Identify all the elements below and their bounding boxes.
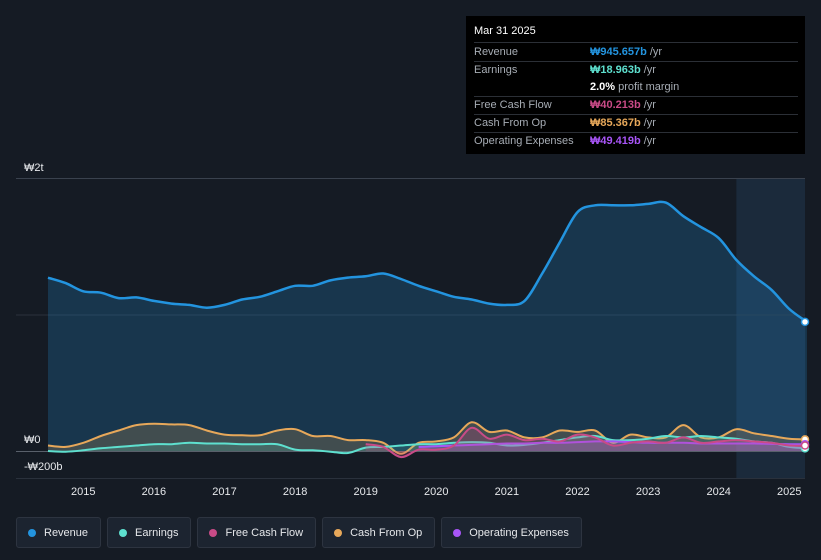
series-area-free-cash-flow <box>365 427 807 458</box>
legend-item-revenue[interactable]: Revenue <box>16 517 102 548</box>
series-layer <box>47 200 808 459</box>
legend-label: Earnings <box>135 526 179 539</box>
legend-label: Operating Expenses <box>469 526 569 539</box>
legend-label: Free Cash Flow <box>225 526 304 539</box>
tooltip-row-operating-expenses: Operating Expenses ₩49.419b /yr <box>474 133 798 150</box>
legend-dot-icon <box>28 528 36 537</box>
legend-label: Cash From Op <box>350 526 423 539</box>
y-tick-label: -₩200b <box>24 461 63 473</box>
tooltip-label: Revenue <box>474 46 519 58</box>
tooltip-value: ₩40.213b <box>590 99 641 111</box>
end-marker-free-cash-flow <box>800 441 810 450</box>
tooltip: Mar 31 2025 Revenue ₩945.657b /yr Earnin… <box>466 16 805 154</box>
legend-item-operating-expenses[interactable]: Operating Expenses <box>441 517 582 548</box>
tooltip-value: 2.0% <box>590 81 616 93</box>
tooltip-label <box>474 79 590 96</box>
tooltip-unit: /yr <box>643 135 656 147</box>
x-tick-label: 2021 <box>495 486 519 498</box>
legend: Revenue Earnings Free Cash Flow Cash Fro… <box>16 517 582 548</box>
tooltip-row-free-cash-flow: Free Cash Flow ₩40.213b /yr <box>474 97 798 115</box>
series-area-revenue <box>48 201 807 451</box>
x-tick-label: 2023 <box>636 486 660 498</box>
x-tick-label: 2017 <box>212 486 236 498</box>
legend-item-cash-from-op[interactable]: Cash From Op <box>322 517 436 548</box>
tooltip-row-profit-margin: 2.0% profit margin <box>474 79 798 97</box>
y-tick-label: ₩2t <box>24 162 44 174</box>
x-tick-label: 2024 <box>706 486 730 498</box>
legend-item-earnings[interactable]: Earnings <box>107 517 192 548</box>
series-line-free-cash-flow <box>365 426 807 459</box>
tooltip-unit: /yr <box>643 64 656 76</box>
tooltip-unit: /yr <box>643 117 656 129</box>
legend-dot-icon <box>119 528 128 537</box>
end-marker-revenue <box>800 317 810 327</box>
x-tick-label: 2022 <box>565 486 589 498</box>
x-tick-label: 2015 <box>71 486 95 498</box>
x-tick-label: 2020 <box>424 486 448 498</box>
forecast-shade <box>736 178 805 478</box>
tooltip-label: Earnings <box>474 64 518 76</box>
series-line-operating-expenses <box>418 440 807 448</box>
x-tick-label: 2025 <box>777 486 801 498</box>
tooltip-label: Free Cash Flow <box>474 99 552 111</box>
legend-label: Revenue <box>44 526 89 539</box>
tooltip-unit: profit margin <box>618 81 680 93</box>
x-tick-label: 2018 <box>283 486 307 498</box>
tooltip-value: ₩49.419b <box>590 135 641 147</box>
tooltip-row-revenue: Revenue ₩945.657b /yr <box>474 44 798 62</box>
legend-dot-icon <box>334 528 343 537</box>
series-line-cash-from-op <box>47 421 807 455</box>
x-tick-label: 2019 <box>353 486 377 498</box>
legend-dot-icon <box>453 528 462 537</box>
x-axis-ticks: 2015 2016 2017 2018 2019 2020 2021 2022 2023 2024… <box>71 486 801 498</box>
tooltip-label: Cash From Op <box>474 117 547 129</box>
tooltip-label: Operating Expenses <box>474 135 574 147</box>
tooltip-unit: /yr <box>643 99 656 111</box>
end-markers <box>800 317 810 453</box>
tooltip-unit: /yr <box>649 46 663 58</box>
tooltip-row-earnings: Earnings ₩18.963b /yr <box>474 62 798 79</box>
tooltip-value: ₩945.657b <box>590 46 647 58</box>
x-tick-label: 2016 <box>142 486 166 498</box>
tooltip-value: ₩85.367b <box>590 117 641 129</box>
legend-dot-icon <box>209 528 218 537</box>
tooltip-row-cash-from-op: Cash From Op ₩85.367b /yr <box>474 115 798 133</box>
legend-item-free-cash-flow[interactable]: Free Cash Flow <box>197 517 317 548</box>
y-tick-label: ₩0 <box>24 434 41 446</box>
tooltip-date: Mar 31 2025 <box>474 25 798 43</box>
series-line-revenue <box>47 200 808 323</box>
tooltip-value: ₩18.963b <box>590 64 641 76</box>
